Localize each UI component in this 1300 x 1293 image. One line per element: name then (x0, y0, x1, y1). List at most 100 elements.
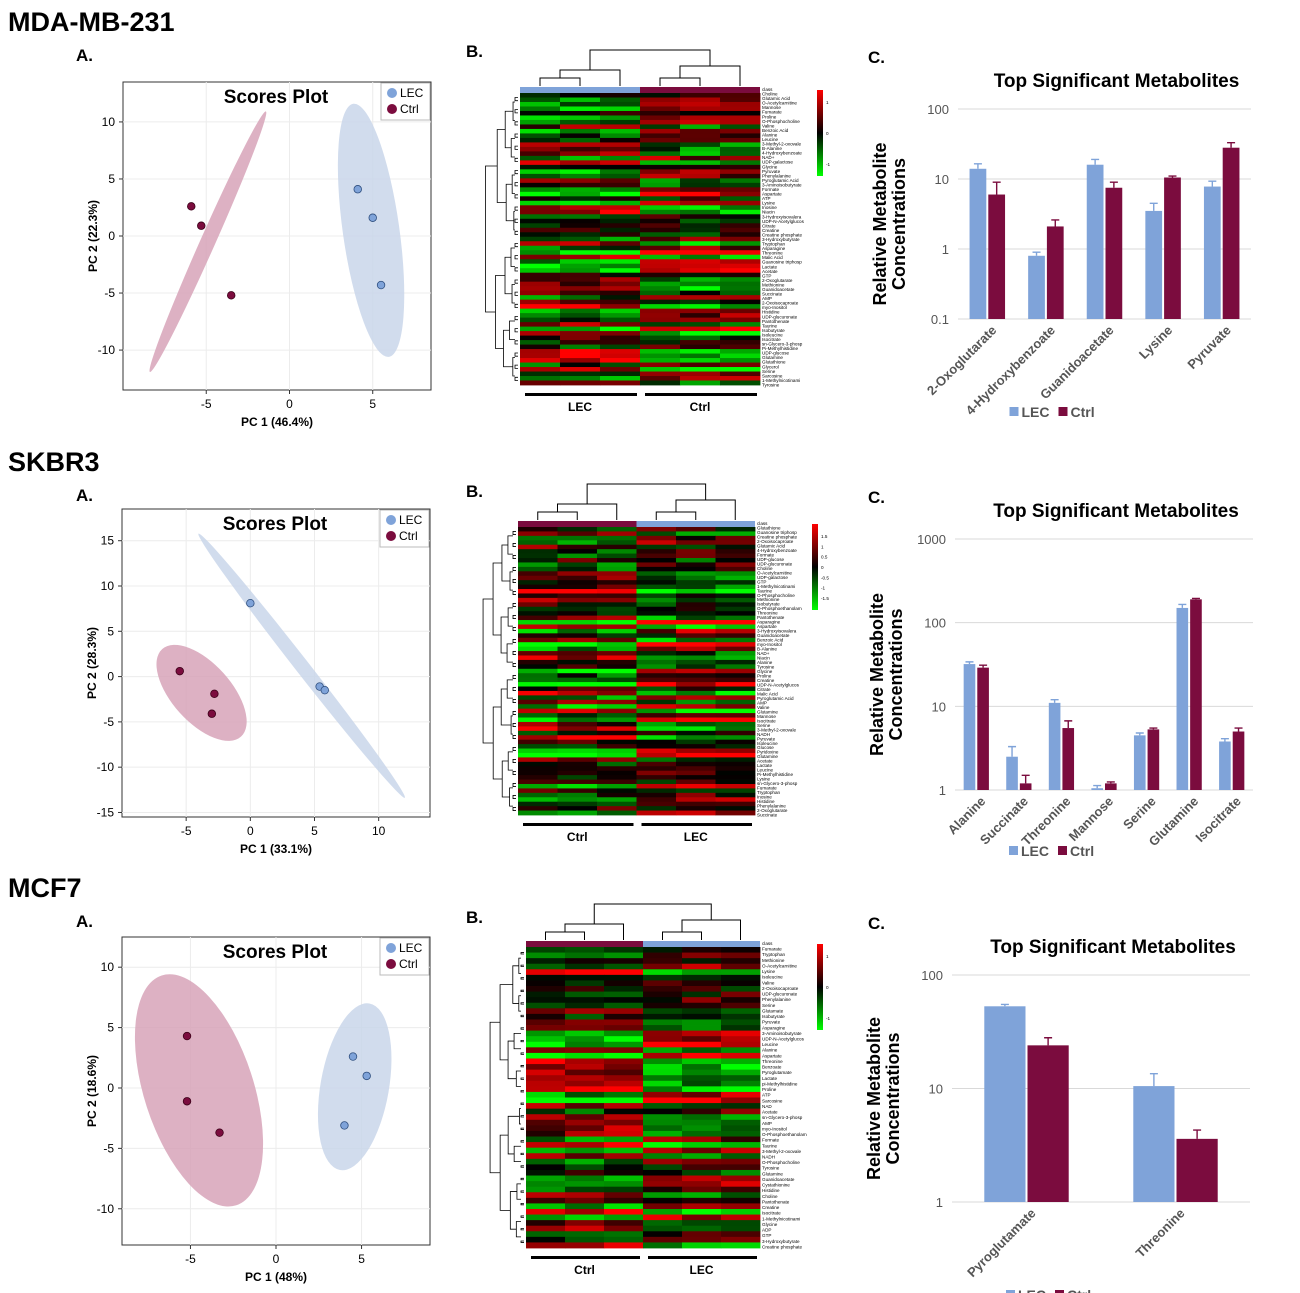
ctrl-ellipse (134, 974, 264, 1207)
metabolite-label: UDP-glucuronate (757, 561, 793, 566)
group-label-right: Ctrl (690, 400, 711, 414)
heat-cell (680, 358, 721, 363)
heat-cell (520, 227, 561, 233)
heat-cell (557, 535, 598, 541)
heat-cell (526, 1236, 566, 1243)
metabolite-label: sn-Glycero-3-phosp (762, 1115, 803, 1120)
cell-line-title: MCF7 (8, 873, 82, 903)
heat-cell (682, 1242, 722, 1249)
heat-cell (680, 178, 721, 184)
heat-cell (604, 1103, 644, 1110)
heat-cell (557, 651, 598, 656)
heat-cell (604, 1097, 644, 1104)
heat-cell (520, 200, 561, 206)
heat-cell (643, 991, 683, 998)
heat-cell (636, 544, 677, 550)
heat-cell (597, 659, 637, 665)
heat-cell (680, 250, 721, 256)
heat-cell (720, 335, 761, 341)
heat-cell (604, 1169, 644, 1176)
heat-cell (518, 797, 558, 803)
heat-cell (643, 1008, 683, 1015)
metabolite-label: Creatine phosphate (762, 1244, 803, 1249)
heat-cell (565, 1091, 605, 1098)
heat-cell (518, 637, 558, 643)
heat-cell (682, 1225, 722, 1232)
error-bar (1109, 181, 1118, 188)
class-bar-left (526, 941, 643, 947)
heat-cell (636, 535, 677, 541)
metabolite-label: 1-Methylnicotinami (757, 584, 795, 589)
heat-cell (520, 146, 561, 152)
heat-cell (640, 124, 681, 130)
heat-cell (636, 642, 677, 648)
heat-cell (643, 1164, 683, 1171)
metabolite-label: B-Alanine (757, 647, 777, 652)
ctrl-point (197, 221, 206, 230)
metabolite-label: myo-Inositol (762, 1126, 787, 1131)
heat-cell (600, 299, 641, 305)
heat-cell (557, 699, 598, 705)
bar-legend-lec-label: LEC (1022, 404, 1050, 420)
ctrl-point (207, 709, 217, 718)
heat-cell (526, 947, 566, 953)
heat-cell (565, 1220, 605, 1227)
heat-cell (518, 535, 558, 541)
heat-cell (557, 744, 598, 749)
heat-cell (526, 1158, 566, 1165)
heat-cell (526, 952, 566, 959)
heat-cell (715, 549, 756, 554)
heat-cell (636, 721, 677, 727)
heat-cell (597, 783, 637, 789)
heat-cell (715, 704, 756, 710)
heat-cell (560, 241, 601, 247)
heat-cell (720, 367, 761, 372)
heat-cell (557, 690, 598, 696)
heat-cell (680, 169, 721, 175)
heat-cell (636, 549, 677, 554)
heat-cell (557, 620, 598, 625)
heat-cell (721, 1008, 761, 1015)
heat-cell (680, 259, 721, 265)
heat-cell (643, 1208, 683, 1215)
error-bar (973, 163, 982, 169)
error-bar (1168, 175, 1177, 178)
heat-cell (557, 589, 598, 594)
metabolite-label: 3-Hydroxyisovalera (757, 629, 797, 634)
heat-cell (597, 628, 637, 634)
heat-cell (676, 602, 716, 608)
heat-cell (682, 1052, 722, 1059)
heat-cell (676, 642, 716, 648)
heat-cell (526, 958, 566, 965)
metabolite-label: Phenylalanine (757, 804, 786, 809)
heat-cell (643, 1203, 683, 1210)
heat-cell (720, 200, 761, 206)
bar-ylabel-line1: Relative Metabolite (867, 593, 887, 756)
heat-cell (682, 1214, 722, 1221)
heat-cell (560, 349, 601, 354)
scores-xlabel: PC 1 (46.4%) (241, 415, 313, 429)
heat-cell (600, 218, 641, 224)
heat-cell (520, 128, 561, 134)
heat-cell (640, 223, 681, 229)
heat-cell (721, 958, 761, 965)
metabolite-label: 3-Hydroxyisovalera (762, 214, 802, 219)
legend-lec-label: LEC (399, 941, 423, 955)
panel-letter-b: B. (466, 908, 483, 927)
heat-cell (720, 349, 761, 354)
heat-cell (682, 991, 722, 998)
heat-cell (640, 110, 681, 116)
heat-cell (526, 1047, 566, 1054)
heat-cell (557, 593, 598, 599)
heat-cell (565, 1002, 605, 1009)
heat-cell (557, 704, 598, 710)
heat-cell (676, 633, 716, 639)
heat-cell (715, 615, 756, 621)
heat-cell (600, 182, 641, 188)
heat-cell (721, 1036, 761, 1043)
metabolite-label: Taurine (757, 588, 773, 593)
heat-cell (640, 344, 681, 350)
heat-cell (676, 717, 716, 723)
heat-cell (680, 223, 721, 229)
